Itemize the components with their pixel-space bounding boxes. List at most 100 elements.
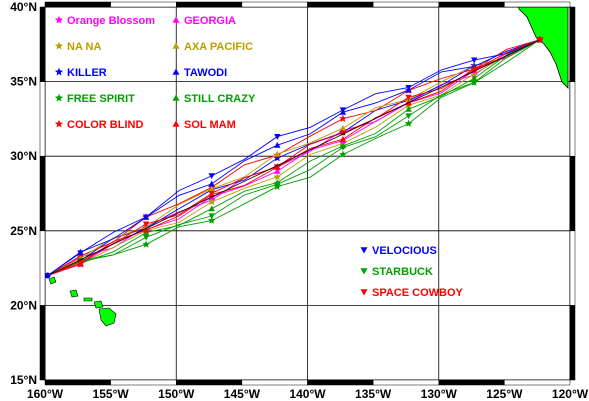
longitude-tick-label: 150°W bbox=[158, 387, 195, 401]
legend-entry: SOL MAM bbox=[172, 119, 236, 131]
legend-entry: FREE SPIRIT bbox=[54, 93, 135, 105]
latitude-tick-label: 20°N bbox=[10, 298, 37, 312]
great-circle-route bbox=[47, 39, 540, 276]
race-tracks bbox=[44, 35, 544, 279]
longitude-tick-label: 145°W bbox=[224, 387, 261, 401]
land-areas bbox=[48, 4, 569, 327]
latitude-tick-label: 40°N bbox=[10, 0, 37, 14]
triangle-down-marker bbox=[405, 94, 412, 101]
legend-entry: KILLER bbox=[54, 67, 107, 79]
triangle-down-marker bbox=[142, 234, 150, 241]
star-marker bbox=[54, 119, 64, 128]
border-bar bbox=[372, 1, 439, 8]
triangle-down-marker bbox=[208, 213, 215, 220]
longitude-tick-label: 155°W bbox=[93, 387, 130, 401]
border-bar bbox=[39, 81, 46, 157]
border-bar bbox=[438, 379, 505, 386]
legend-boat-name: COLOR BLIND bbox=[67, 119, 143, 131]
triangle-up-marker bbox=[208, 185, 215, 192]
star-marker bbox=[339, 114, 347, 122]
star-marker bbox=[470, 69, 478, 78]
border-bar bbox=[176, 379, 243, 386]
star-marker bbox=[273, 172, 282, 181]
star-marker bbox=[54, 41, 64, 50]
border-bar bbox=[39, 305, 46, 381]
track-line bbox=[47, 39, 541, 277]
border-bar bbox=[39, 6, 46, 82]
hawaii-oahu bbox=[69, 289, 79, 298]
legend-boat-name: SOL MAM bbox=[184, 119, 236, 131]
triangle-up-marker bbox=[172, 68, 180, 75]
legend-boat-name: VELOCIOUS bbox=[372, 245, 437, 257]
border-bar bbox=[569, 305, 576, 381]
star-marker bbox=[339, 150, 347, 158]
border-bar bbox=[39, 155, 46, 232]
star-marker bbox=[207, 197, 216, 206]
border-bar bbox=[110, 379, 177, 386]
track-line bbox=[47, 39, 540, 276]
triangle-up-marker bbox=[142, 226, 150, 233]
triangle-down-marker bbox=[339, 144, 347, 151]
track-line bbox=[47, 39, 540, 276]
latitude-tick-label: 30°N bbox=[10, 149, 37, 163]
legend-entry: GEORGIA bbox=[172, 15, 236, 27]
triangle-down-marker bbox=[77, 250, 84, 257]
border-bar bbox=[241, 379, 308, 386]
border-bar bbox=[176, 1, 243, 8]
legend-entry: SPACE COWBOY bbox=[360, 287, 464, 299]
legend-boat-name: TAWODI bbox=[184, 67, 227, 79]
border-bar bbox=[110, 1, 177, 8]
longitude-tick-label: 140°W bbox=[289, 387, 326, 401]
triangle-down-marker bbox=[360, 268, 368, 275]
star-marker bbox=[207, 216, 216, 224]
triangle-down-marker bbox=[405, 113, 412, 120]
legend-entry: AXA PACIFIC bbox=[172, 41, 253, 53]
track-line bbox=[47, 39, 541, 277]
border-bar bbox=[307, 1, 374, 8]
border-bar bbox=[307, 379, 374, 386]
triangle-down-marker bbox=[274, 181, 281, 188]
legend-entry: COLOR BLIND bbox=[54, 119, 143, 131]
longitude-tick-label: 125°W bbox=[486, 387, 523, 401]
triangle-down-marker bbox=[360, 247, 368, 254]
longitude-tick-label: 160°W bbox=[27, 387, 64, 401]
latitude-tick-label: 15°N bbox=[10, 373, 37, 387]
latitude-tick-label: 35°N bbox=[10, 75, 37, 89]
legend-entry: TAWODI bbox=[172, 67, 227, 79]
legend-entry: Orange Blossom bbox=[54, 15, 155, 27]
triangle-down-marker bbox=[208, 190, 215, 197]
legend-boat-name: GEORGIA bbox=[184, 15, 236, 27]
map-frame bbox=[39, 1, 576, 386]
star-marker bbox=[273, 154, 282, 162]
legend-boat-name: AXA PACIFIC bbox=[184, 41, 253, 53]
border-bar bbox=[241, 1, 308, 8]
legend-boat-name: STARBUCK bbox=[372, 266, 433, 278]
legend-entry: STARBUCK bbox=[360, 266, 433, 278]
hawaii-molokai bbox=[83, 297, 93, 302]
legend-boat-name: Orange Blossom bbox=[67, 15, 155, 27]
triangle-up-marker bbox=[274, 167, 281, 174]
longitude-tick-label: 130°W bbox=[421, 387, 458, 401]
triangle-up-marker bbox=[172, 120, 180, 127]
border-bar bbox=[44, 379, 111, 386]
triangle-down-marker bbox=[339, 130, 347, 137]
track-line bbox=[47, 39, 541, 276]
triangle-down-marker bbox=[339, 107, 347, 114]
legend-boat-name: SPACE COWBOY bbox=[372, 287, 464, 299]
triangle-up-marker bbox=[172, 94, 180, 101]
track-line bbox=[47, 39, 540, 277]
triangle-down-marker bbox=[470, 67, 478, 74]
triangle-down-marker bbox=[274, 134, 281, 140]
triangle-up-marker bbox=[208, 180, 215, 187]
border-bar bbox=[504, 379, 571, 386]
triangle-up-marker bbox=[208, 205, 215, 212]
start-point-marker bbox=[44, 272, 51, 279]
border-bar bbox=[438, 1, 505, 8]
triangle-up-marker bbox=[274, 150, 281, 157]
legend-entry: NA NA bbox=[54, 41, 101, 53]
triangle-up-marker bbox=[339, 124, 347, 131]
longitude-tick-label: 120°W bbox=[552, 387, 589, 401]
border-bar bbox=[569, 155, 576, 232]
